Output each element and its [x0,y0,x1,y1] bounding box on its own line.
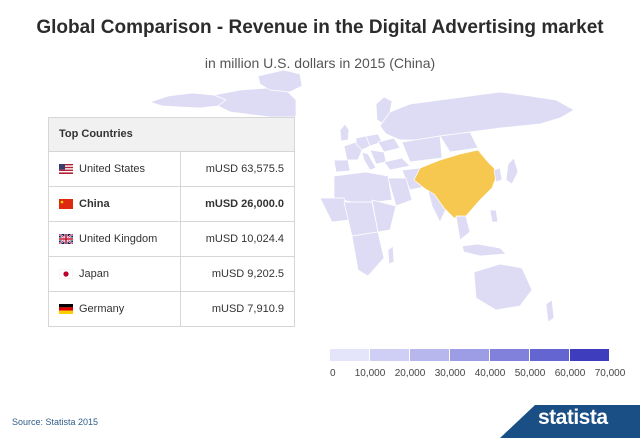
legend-swatch [330,349,369,361]
legend-tick-label: 60,000 [554,368,586,379]
china-flag-icon [59,199,73,209]
country-china[interactable] [413,149,499,219]
country-italy[interactable] [361,151,377,171]
uk-flag-icon [59,234,73,244]
legend-tick-label: 30,000 [434,368,466,379]
country-saudi-arabia[interactable] [387,177,413,207]
source-note[interactable]: Source: Statista 2015 [12,417,99,427]
germany-flag-icon [59,304,73,314]
legend-swatch [370,349,409,361]
legend-swatch [450,349,489,361]
country-spain[interactable] [333,159,351,173]
chart-subtitle: in million U.S. dollars in 2015 (China) [204,55,436,71]
country-japan[interactable] [505,157,519,185]
statista-logo[interactable]: statista [538,406,608,429]
country-france[interactable] [343,141,363,161]
legend-tick-label: 10,000 [354,368,386,379]
country-australia[interactable] [473,263,533,311]
chart-title: Global Comparison - Revenue in the Digit… [36,17,604,38]
table-cell-value: mUSD 10,024.4 [205,233,284,245]
legend-swatch [410,349,449,361]
country-korea[interactable] [493,167,503,183]
country-germany[interactable] [355,135,371,151]
japan-flag-icon [59,269,73,279]
country-canada[interactable] [213,87,297,118]
brand-bar [0,405,640,438]
country-southern-africa[interactable] [351,231,385,277]
table-cell-value: mUSD 26,000.0 [205,198,284,210]
legend-swatch [490,349,529,361]
country-russia[interactable] [379,91,575,141]
legend-tick-labels: 0 10,000 20,000 30,000 40,000 50,000 60,000 70,… [330,368,625,382]
table-cell-value: mUSD 63,575.5 [205,163,284,175]
country-mongolia[interactable] [439,131,479,153]
country-label: Japan [79,268,109,280]
country-label: Germany [79,303,125,315]
legend-swatch [570,349,609,361]
country-uk[interactable] [339,123,350,142]
table-cell-country: Germany [49,292,181,326]
country-southeast-asia[interactable] [455,215,471,241]
table-cell-country: United Kingdom [49,222,181,256]
country-greenland[interactable] [257,69,303,93]
table-row-5: Germany mUSD 7,910.9 [49,292,294,327]
table-row-2: China mUSD 26,000.0 [49,187,294,222]
country-new-zealand[interactable] [545,299,555,323]
legend-tick-label: 20,000 [394,368,426,379]
country-kazakhstan[interactable] [401,135,443,163]
legend-swatch [530,349,569,361]
brand-bar-accent [500,405,640,438]
legend-tick-label: 70,000 [594,368,626,379]
table-cell-country: Japan [49,257,181,291]
country-indonesia[interactable] [461,243,507,257]
table-heading: Top Countries [49,118,294,152]
country-east-africa[interactable] [371,199,397,233]
table-row-1: United States mUSD 63,575.5 [49,152,294,187]
legend-tick-label: 40,000 [474,368,506,379]
legend-scale [330,349,609,361]
table-cell-country: United States [49,152,181,186]
country-west-africa[interactable] [319,197,351,223]
top-countries-table: Top Countries United States mUSD 63,575.… [48,117,295,327]
table-cell-value: mUSD 7,910.9 [211,303,284,315]
table-row-4: Japan mUSD 9,202.5 [49,257,294,292]
table-row-3: United Kingdom mUSD 10,024.4 [49,222,294,257]
country-turkey[interactable] [383,157,411,171]
country-philippines[interactable] [489,209,499,223]
country-madagascar[interactable] [387,245,395,265]
legend-tick-label: 50,000 [514,368,546,379]
table-cell-country: China [49,187,181,221]
country-central-africa[interactable] [343,201,379,237]
country-label: United States [79,163,146,175]
table-cell-value: mUSD 9,202.5 [211,268,284,280]
us-flag-icon [59,164,73,174]
legend-tick-label: 0 [330,368,336,379]
country-label: China [79,198,110,210]
country-label: United Kingdom [79,233,158,245]
country-ukraine[interactable] [377,137,401,153]
